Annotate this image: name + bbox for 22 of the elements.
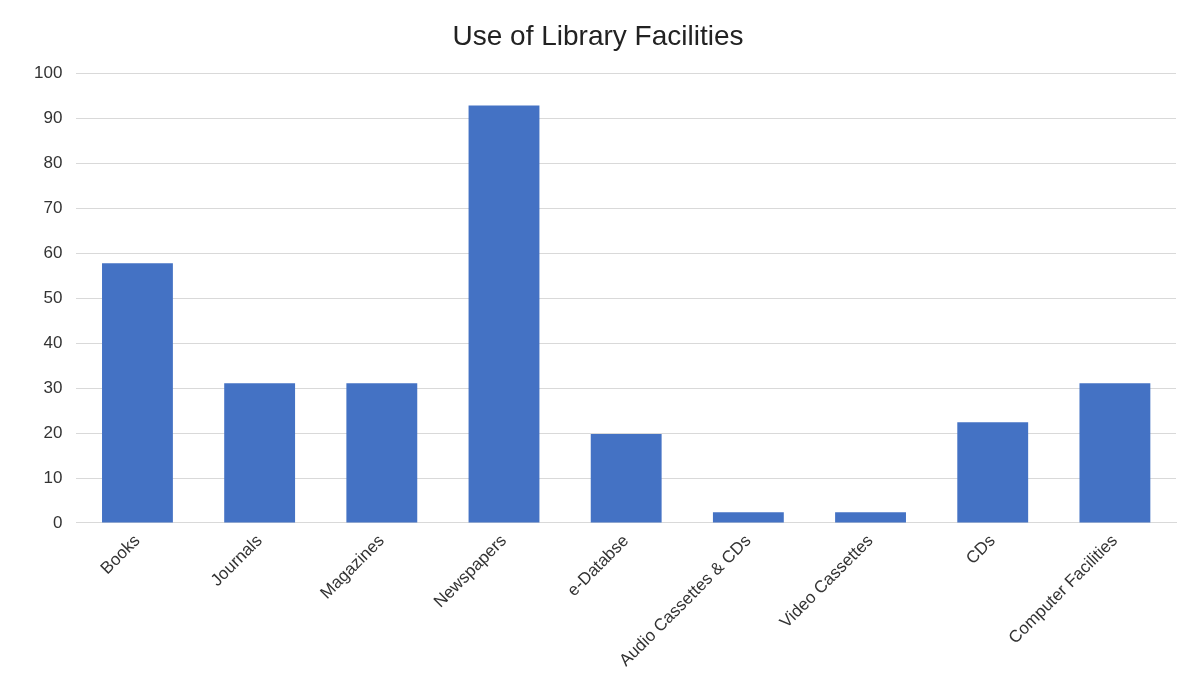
bar bbox=[835, 512, 906, 523]
bar bbox=[346, 383, 418, 523]
y-tick-label: 20 bbox=[43, 422, 63, 442]
y-tick-label: 60 bbox=[43, 243, 63, 263]
bar bbox=[468, 105, 540, 523]
bar bbox=[712, 512, 784, 523]
bar bbox=[102, 263, 173, 523]
bar bbox=[957, 422, 1029, 523]
bar bbox=[1079, 383, 1151, 523]
y-tick-label: 30 bbox=[43, 377, 63, 397]
y-tick-label: 70 bbox=[43, 198, 63, 218]
y-tick-label: 0 bbox=[52, 512, 63, 532]
y-tick-label: 50 bbox=[43, 287, 63, 307]
x-tick-label: CDs bbox=[962, 530, 999, 568]
bar bbox=[590, 434, 662, 523]
y-tick-label: 40 bbox=[43, 332, 63, 352]
y-tick-label: 90 bbox=[43, 108, 63, 128]
y-tick-label: 80 bbox=[43, 153, 63, 173]
y-tick-label: 10 bbox=[43, 467, 63, 487]
y-tick-label: 100 bbox=[33, 63, 63, 83]
bar bbox=[224, 383, 296, 523]
chart-title: Use of Library Facilities bbox=[452, 19, 744, 51]
